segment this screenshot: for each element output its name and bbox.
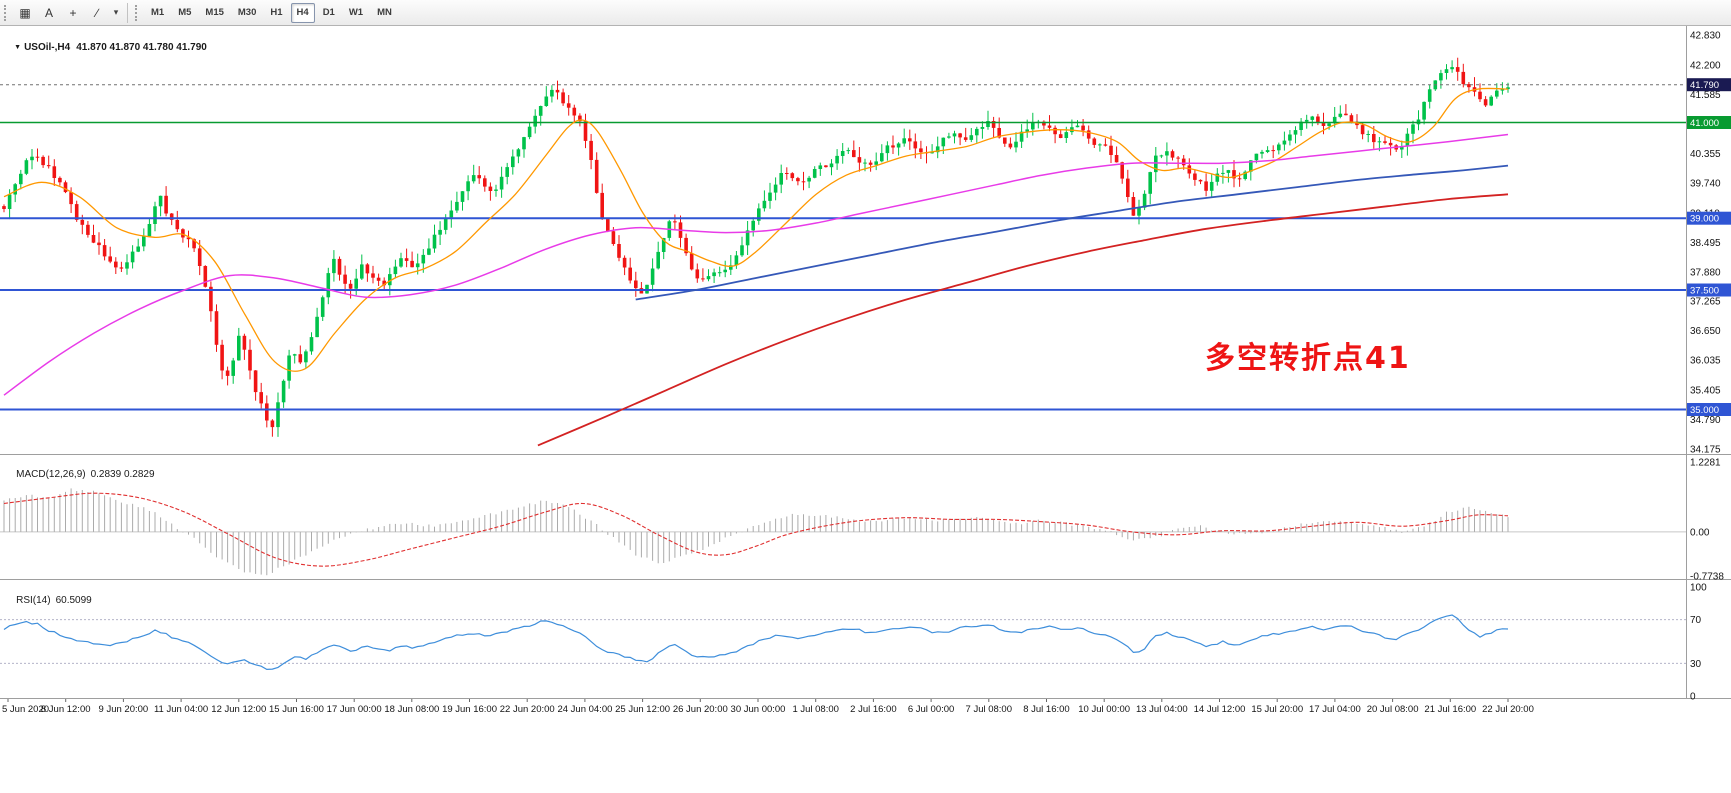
svg-text:20 Jul 08:00: 20 Jul 08:00: [1367, 704, 1419, 715]
collapse-arrow-icon[interactable]: ▼: [14, 44, 22, 51]
rsi-panel: [0, 614, 1686, 671]
svg-text:18 Jun 08:00: 18 Jun 08:00: [384, 704, 439, 715]
chart-annotation-text[interactable]: 多空转折点41: [1205, 341, 1411, 376]
svg-text:34.790: 34.790: [1690, 415, 1721, 426]
price-level-badges: 41.000 39.000 37.500 35.000 41.790: [1687, 78, 1731, 416]
chart-icon[interactable]: ▦: [19, 5, 31, 20]
svg-text:42.830: 42.830: [1690, 31, 1721, 42]
timeframe-d1[interactable]: D1: [322, 7, 335, 18]
svg-text:36.035: 36.035: [1690, 356, 1721, 367]
macd-panel: [0, 488, 1686, 576]
line-studies-toolbar: ▦ A + ∕ ▾: [14, 2, 122, 24]
svg-text:-0.7738: -0.7738: [1690, 572, 1724, 583]
timeframe-m5[interactable]: M5: [178, 7, 192, 18]
svg-text:22 Jun 20:00: 22 Jun 20:00: [500, 704, 555, 715]
svg-text:37.265: 37.265: [1690, 297, 1721, 308]
candles: [2, 57, 1510, 437]
svg-text:40.355: 40.355: [1690, 149, 1721, 160]
svg-text:6 Jul 00:00: 6 Jul 00:00: [908, 704, 954, 715]
toolbar-drag-handle-2[interactable]: [135, 4, 141, 21]
svg-text:70: 70: [1690, 615, 1702, 626]
chart-title: ▼ USOil-,H4 41.870 41.870 41.780 41.790: [3, 31, 207, 64]
svg-text:15 Jun 16:00: 15 Jun 16:00: [269, 704, 324, 715]
macd-indicator-label: MACD(12,26,9) 0.2839 0.2829: [5, 458, 155, 491]
svg-text:35.405: 35.405: [1690, 386, 1721, 397]
svg-text:9 Jun 20:00: 9 Jun 20:00: [99, 704, 149, 715]
svg-text:42.200: 42.200: [1690, 61, 1721, 72]
panel-separators: [0, 26, 1731, 699]
svg-text:34.175: 34.175: [1690, 445, 1721, 456]
ma-long-line: [635, 164, 1509, 301]
svg-text:17 Jul 04:00: 17 Jul 04:00: [1309, 704, 1361, 715]
macd-values: 0.2839 0.2829: [90, 469, 155, 480]
toolbar: ▦ A + ∕ ▾ M1 M5 M15 M30 H1 H4 D1 W1 MN: [0, 0, 1731, 26]
timeframe-m1[interactable]: M1: [151, 7, 165, 18]
ma-slow-line: [537, 193, 1509, 447]
chart-ohlc-label: 41.870 41.870 41.780 41.790: [76, 42, 207, 53]
svg-text:8 Jul 16:00: 8 Jul 16:00: [1023, 704, 1069, 715]
svg-text:41.000: 41.000: [1690, 118, 1719, 129]
svg-text:30 Jun 00:00: 30 Jun 00:00: [731, 704, 786, 715]
svg-text:1 Jul 08:00: 1 Jul 08:00: [792, 704, 838, 715]
svg-text:13 Jul 04:00: 13 Jul 04:00: [1136, 704, 1188, 715]
svg-text:25 Jun 12:00: 25 Jun 12:00: [615, 704, 670, 715]
svg-text:17 Jun 00:00: 17 Jun 00:00: [327, 704, 382, 715]
trendline-icon[interactable]: ∕: [95, 5, 98, 20]
svg-text:39.740: 39.740: [1690, 178, 1721, 189]
price-axis[interactable]: 42.83042.20041.58540.97040.35539.74039.1…: [1690, 31, 1724, 703]
svg-text:39.000: 39.000: [1690, 214, 1719, 225]
rsi-name: RSI(14): [16, 595, 51, 606]
ma-medium-line: [3, 133, 1509, 396]
svg-text:38.495: 38.495: [1690, 238, 1721, 249]
svg-text:0.00: 0.00: [1690, 527, 1710, 538]
toolbar-separator: [127, 2, 128, 23]
svg-text:41.790: 41.790: [1690, 80, 1719, 91]
timeframe-h4[interactable]: H4: [290, 2, 315, 23]
svg-text:7 Jul 08:00: 7 Jul 08:00: [966, 704, 1012, 715]
svg-text:0: 0: [1690, 692, 1696, 703]
svg-text:1.2281: 1.2281: [1690, 458, 1721, 469]
timeframe-mn[interactable]: MN: [377, 7, 392, 18]
tool-dropdown-caret-icon[interactable]: ▾: [113, 7, 119, 17]
svg-text:36.650: 36.650: [1690, 326, 1721, 337]
svg-text:15 Jul 20:00: 15 Jul 20:00: [1251, 704, 1303, 715]
svg-text:22 Jul 20:00: 22 Jul 20:00: [1482, 704, 1534, 715]
support-resistance-lines: [0, 121, 1686, 411]
svg-text:19 Jun 16:00: 19 Jun 16:00: [442, 704, 497, 715]
ma-fast-line: [3, 87, 1509, 372]
svg-text:11 Jun 04:00: 11 Jun 04:00: [154, 704, 208, 715]
svg-text:10 Jul 00:00: 10 Jul 00:00: [1078, 704, 1130, 715]
chart-symbol-label: USOil-,H4: [24, 42, 71, 53]
macd-name: MACD(12,26,9): [16, 469, 86, 480]
svg-text:2 Jul 16:00: 2 Jul 16:00: [850, 704, 896, 715]
rsi-value: 60.5099: [55, 595, 92, 606]
svg-text:100: 100: [1690, 583, 1707, 594]
svg-text:30: 30: [1690, 659, 1702, 670]
svg-text:35.000: 35.000: [1690, 405, 1719, 416]
timeframe-m30[interactable]: M30: [237, 7, 257, 18]
toolbar-drag-handle[interactable]: [4, 4, 10, 21]
timeframe-h1[interactable]: H1: [270, 7, 283, 18]
text-tool-icon[interactable]: A: [44, 5, 53, 20]
svg-text:14 Jul 12:00: 14 Jul 12:00: [1194, 704, 1246, 715]
timeframe-m15[interactable]: M15: [205, 7, 224, 18]
svg-text:37.500: 37.500: [1690, 285, 1719, 296]
svg-text:37.880: 37.880: [1690, 267, 1721, 278]
svg-text:26 Jun 20:00: 26 Jun 20:00: [673, 704, 728, 715]
svg-text:5 Jun 2020: 5 Jun 2020: [2, 704, 49, 715]
crosshair-icon[interactable]: +: [69, 5, 77, 20]
svg-text:21 Jul 16:00: 21 Jul 16:00: [1424, 704, 1476, 715]
svg-text:24 Jun 04:00: 24 Jun 04:00: [557, 704, 612, 715]
rsi-indicator-label: RSI(14) 60.5099: [5, 584, 92, 617]
svg-text:12 Jun 12:00: 12 Jun 12:00: [211, 704, 266, 715]
timeframe-w1[interactable]: W1: [348, 7, 364, 18]
svg-text:41.585: 41.585: [1690, 90, 1721, 101]
svg-text:8 Jun 12:00: 8 Jun 12:00: [41, 704, 91, 715]
timeframes-toolbar: M1 M5 M15 M30 H1 H4 D1 W1 MN: [145, 2, 398, 23]
